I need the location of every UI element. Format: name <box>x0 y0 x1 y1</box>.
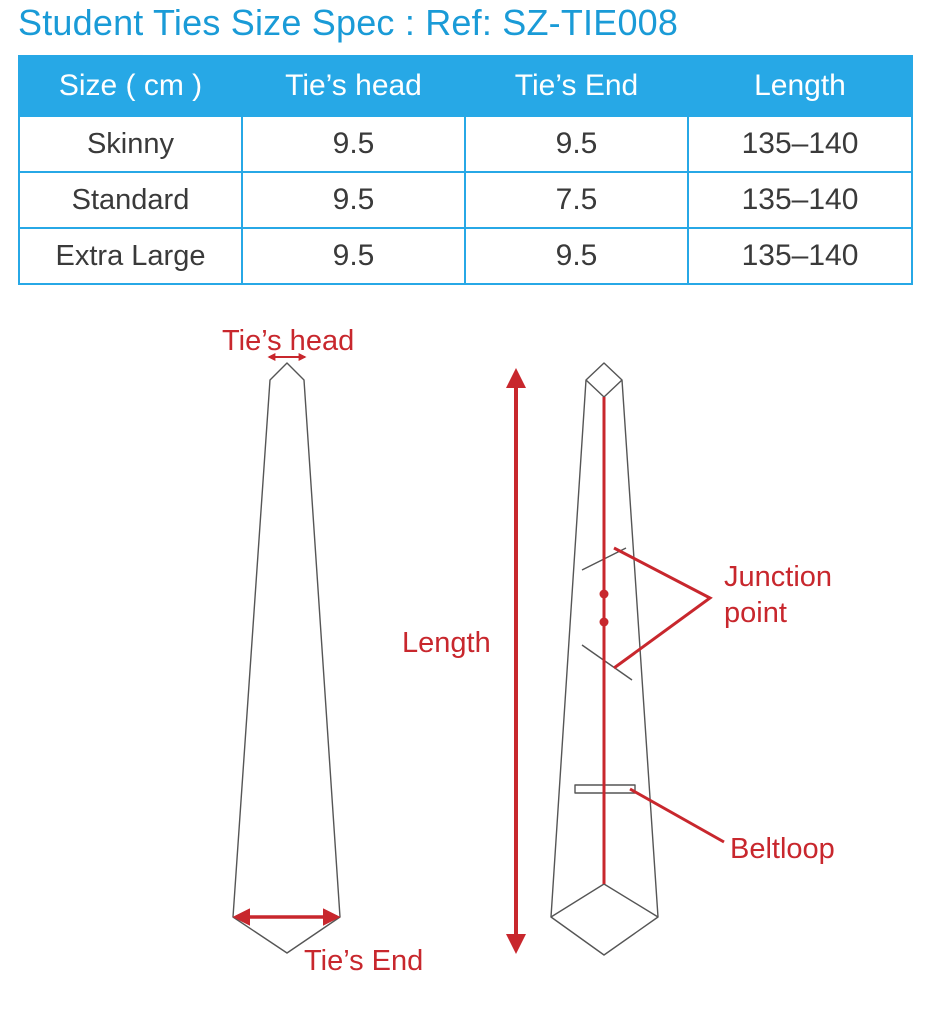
cell-ties-head: 9.5 <box>241 227 466 285</box>
junction-label-line2: point <box>724 597 787 629</box>
cell-ties-head: 9.5 <box>241 171 466 229</box>
ties-head-label: Tie’s head <box>222 325 354 357</box>
cell-size: Extra Large <box>18 227 243 285</box>
cell-length: 135–140 <box>687 171 913 229</box>
cell-size: Standard <box>18 171 243 229</box>
cell-length: 135–140 <box>687 227 913 285</box>
header-ties-head: Tie’s head <box>241 56 466 116</box>
cell-length: 135–140 <box>687 115 913 173</box>
cell-ties-head: 9.5 <box>241 115 466 173</box>
header-size: Size ( cm ) <box>18 56 243 116</box>
cell-ties-end: 7.5 <box>464 171 689 229</box>
table-header-row: Size ( cm ) Tie’s head Tie’s End Length <box>18 56 913 116</box>
ties-end-label: Tie’s End <box>304 945 423 977</box>
junction-dot <box>599 617 609 627</box>
junction-dot <box>599 589 609 599</box>
page-title: Student Ties Size Spec : Ref: SZ-TIE008 <box>18 2 679 43</box>
beltloop-label: Beltloop <box>730 833 835 865</box>
header-ties-end: Tie’s End <box>464 56 689 116</box>
header-length: Length <box>687 56 913 116</box>
junction-label-line1: Junction <box>724 561 832 593</box>
cell-size: Skinny <box>18 115 243 173</box>
table-row: Extra Large 9.5 9.5 135–140 <box>18 227 913 285</box>
beltloop-callout <box>629 787 725 844</box>
size-spec-table: Size ( cm ) Tie’s head Tie’s End Length … <box>18 55 913 285</box>
length-label: Length <box>402 627 491 659</box>
junction-callout <box>613 546 713 670</box>
tie-front-outline <box>232 362 341 954</box>
cell-ties-end: 9.5 <box>464 227 689 285</box>
cell-ties-end: 9.5 <box>464 115 689 173</box>
table-row: Skinny 9.5 9.5 135–140 <box>18 115 913 173</box>
table-row: Standard 9.5 7.5 135–140 <box>18 171 913 229</box>
